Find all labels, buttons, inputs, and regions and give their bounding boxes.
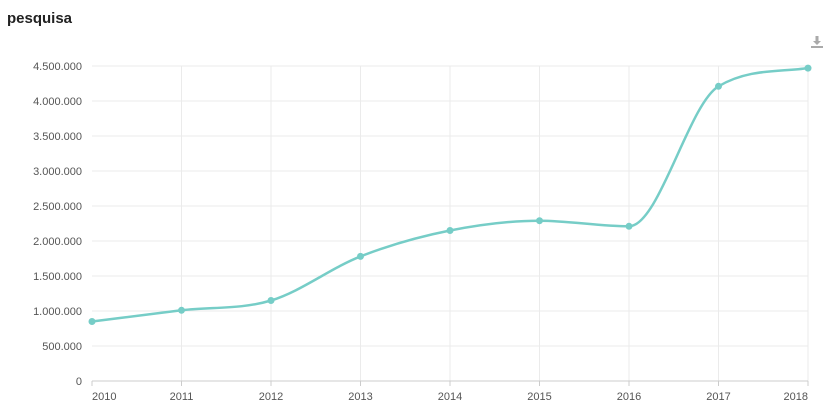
x-tick-label: 2013: [348, 391, 372, 403]
download-icon: [811, 36, 823, 48]
x-tick-label: 2018: [784, 391, 808, 403]
y-tick-label: 3.500.000: [33, 131, 82, 143]
y-tick-label: 2.000.000: [33, 236, 82, 248]
data-point[interactable]: [267, 297, 275, 304]
data-point[interactable]: [715, 82, 722, 90]
y-tick-label: 1.000.000: [33, 306, 82, 318]
data-point[interactable]: [178, 306, 185, 314]
download-button[interactable]: [809, 33, 825, 49]
y-tick-label: 4.500.000: [33, 61, 82, 73]
y-tick-label: 500.000: [42, 341, 82, 353]
series: [88, 64, 812, 325]
y-tick-label: 3.000.000: [33, 166, 82, 178]
tick-labels: 0 500.000 1.000.000 1.500.000 2.000.000 2.500…: [33, 61, 808, 403]
y-tick-label: 4.000.000: [33, 96, 82, 108]
y-tick-label: 2.500.000: [33, 201, 82, 213]
data-point[interactable]: [625, 222, 633, 230]
axes: [91, 380, 809, 386]
y-tick-label: 1.500.000: [33, 271, 82, 283]
x-tick-label: 2014: [438, 391, 462, 403]
x-tick-label: 2016: [617, 391, 641, 403]
data-point[interactable]: [446, 227, 454, 234]
data-point[interactable]: [88, 318, 96, 325]
series-line: [90, 66, 810, 323]
chart-title: pesquisa: [7, 10, 73, 27]
x-tick-label: 2015: [527, 391, 551, 403]
x-tick-label: 2012: [259, 391, 283, 403]
grid-lines: [92, 65, 809, 381]
x-tick-label: 2011: [170, 391, 194, 403]
data-point[interactable]: [536, 217, 543, 225]
y-tick-label: 0: [76, 376, 82, 388]
data-point[interactable]: [357, 252, 364, 260]
x-tick-label: 2017: [706, 391, 730, 403]
x-tick-label: 2010: [92, 391, 116, 403]
data-point[interactable]: [804, 64, 812, 72]
